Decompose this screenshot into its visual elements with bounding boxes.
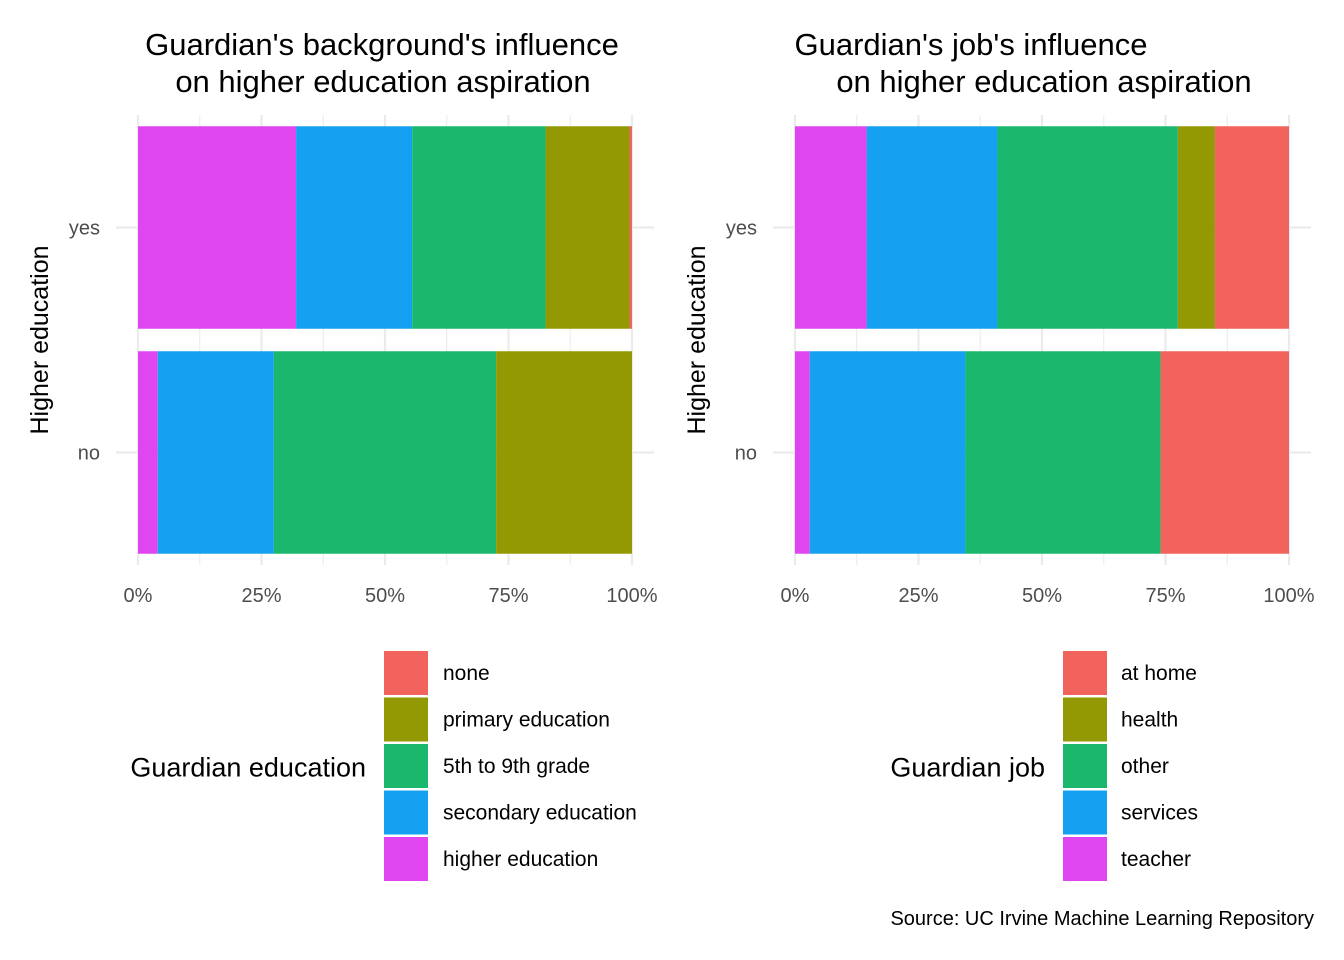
x-tick-label: 0% xyxy=(124,585,153,607)
y-axis-label: Higher education xyxy=(683,245,711,434)
chart-title-line: Guardian's job's influence xyxy=(794,27,1147,62)
legend-label: health xyxy=(1121,709,1178,732)
bar-segment-secondary-education xyxy=(296,126,413,329)
legend-swatch xyxy=(1063,651,1107,695)
legend-swatch xyxy=(1063,790,1107,835)
bar-segment-higher-education xyxy=(138,351,158,554)
bar-segment-teacher xyxy=(795,126,867,329)
legend-swatch xyxy=(1063,837,1107,881)
x-tick-label: 25% xyxy=(898,585,938,607)
bar-segment-at-home xyxy=(1160,351,1289,554)
legend-label: services xyxy=(1121,802,1198,825)
legend-swatch xyxy=(1063,744,1107,788)
legend-label: at home xyxy=(1121,662,1197,685)
bar-segment-higher-education xyxy=(138,126,297,329)
x-tick-label: 75% xyxy=(1145,585,1185,607)
y-tick-label: no xyxy=(78,443,100,465)
bar-segment-5th-to-9th-grade xyxy=(273,351,497,554)
y-axis-label: Higher education xyxy=(26,245,54,434)
legend-swatch xyxy=(384,837,428,881)
bar-segment-other xyxy=(997,126,1178,329)
x-tick-label: 100% xyxy=(1263,585,1314,607)
x-tick-label: 50% xyxy=(365,585,405,607)
bar-segment-primary-education xyxy=(496,351,632,554)
x-tick-label: 100% xyxy=(606,585,657,607)
legend-title: Guardian education xyxy=(130,752,366,782)
chart-title-line: Guardian's background's influence xyxy=(145,27,619,62)
bar-segment-teacher xyxy=(795,351,810,554)
bar-segment-secondary-education xyxy=(157,351,274,554)
bar-segment-services xyxy=(809,351,966,554)
bar-segment-services xyxy=(866,126,998,329)
x-tick-label: 50% xyxy=(1022,585,1062,607)
y-tick-label: yes xyxy=(69,218,100,240)
legend-swatch xyxy=(384,697,428,742)
legend-swatch xyxy=(384,744,428,788)
chart-title-line: on higher education aspiration xyxy=(836,64,1251,99)
legend-label: none xyxy=(443,662,490,685)
bar-segment-at-home xyxy=(1214,126,1289,329)
bar-segment-health xyxy=(1177,126,1215,329)
bar-segment-none xyxy=(629,126,632,329)
x-tick-label: 0% xyxy=(781,585,810,607)
legend-swatch xyxy=(384,651,428,695)
legend-label: other xyxy=(1121,755,1169,778)
bar-segment-primary-education xyxy=(545,126,630,329)
legend-swatch xyxy=(384,790,428,835)
legend-swatch xyxy=(1063,697,1107,742)
legend-title: Guardian job xyxy=(890,752,1045,782)
legend-label: 5th to 9th grade xyxy=(443,755,590,778)
y-tick-label: no xyxy=(735,443,757,465)
x-tick-label: 25% xyxy=(241,585,281,607)
x-tick-label: 75% xyxy=(488,585,528,607)
legend-label: higher education xyxy=(443,848,598,871)
legend-label: secondary education xyxy=(443,802,637,825)
y-tick-label: yes xyxy=(726,218,757,240)
legend-label: teacher xyxy=(1121,848,1191,871)
bar-segment-5th-to-9th-grade xyxy=(412,126,546,329)
source-caption: Source: UC Irvine Machine Learning Repos… xyxy=(890,908,1314,930)
bar-segment-other xyxy=(965,351,1161,554)
legend-label: primary education xyxy=(443,709,610,732)
chart-title-line: on higher education aspiration xyxy=(175,64,590,99)
